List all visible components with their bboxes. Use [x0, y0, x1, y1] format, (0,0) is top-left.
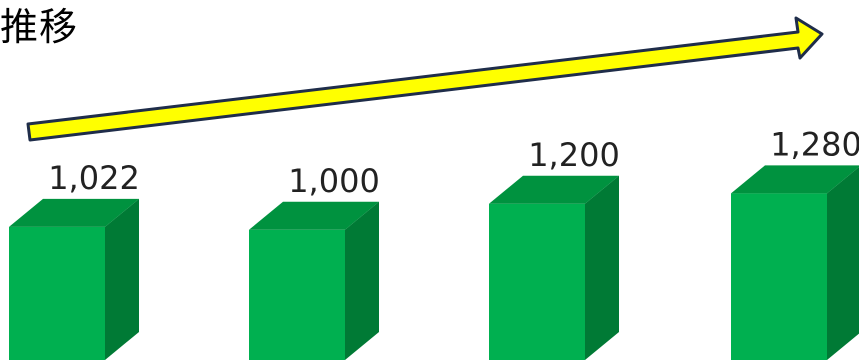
bar-top-1: [9, 198, 139, 227]
bar-front-4: [731, 193, 827, 360]
bar-side-2: [345, 201, 379, 360]
labels-layer: 1,022 1,000 1,200 1,280: [48, 125, 859, 199]
bar-front-1: [9, 226, 105, 360]
bar-side-1: [105, 198, 139, 360]
data-label-2: 1,000: [288, 162, 380, 200]
trend-arrow: [26, 16, 824, 142]
bar-front-2: [249, 229, 345, 360]
data-label-1: 1,022: [48, 159, 140, 197]
bars-layer: [9, 165, 859, 360]
bar-top-4: [731, 165, 859, 194]
bar-side-4: [827, 166, 859, 360]
data-label-4: 1,280: [770, 125, 859, 163]
bar-front-3: [489, 203, 585, 360]
chart-title: 推移: [0, 5, 79, 49]
bar-side-3: [585, 175, 619, 360]
bar-top-3: [489, 175, 619, 204]
bar-top-2: [249, 201, 379, 230]
data-label-3: 1,200: [528, 136, 620, 174]
